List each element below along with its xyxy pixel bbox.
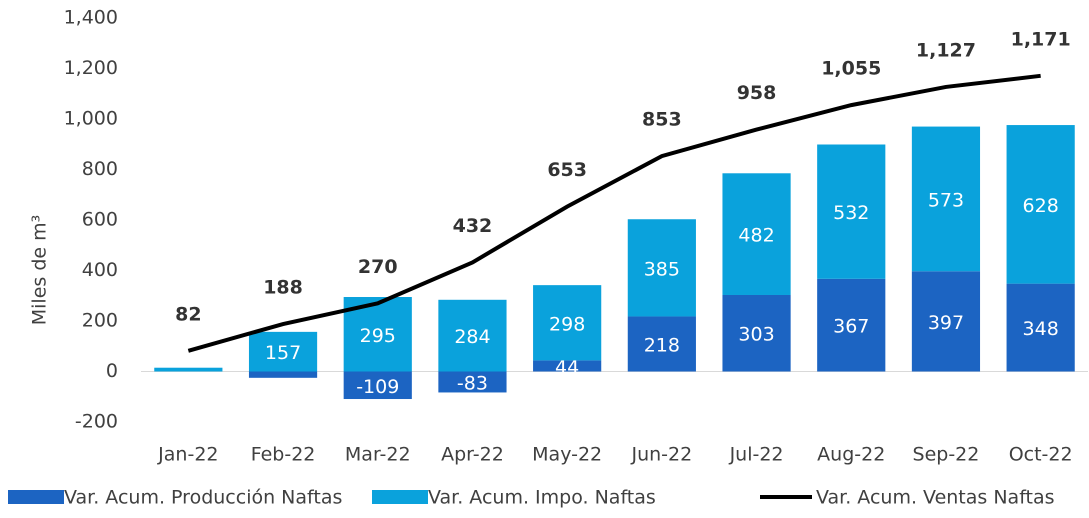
line-label: 958	[737, 82, 777, 104]
line-label: 1,055	[821, 58, 881, 80]
line-label: 432	[453, 215, 493, 237]
line-label: 82	[175, 303, 201, 325]
x-tick-label: Jun-22	[630, 444, 692, 466]
bar-label: 482	[738, 225, 774, 247]
bar	[248, 331, 318, 372]
bar	[911, 126, 981, 272]
bar-label: 573	[928, 189, 964, 211]
bar	[627, 219, 696, 317]
bar-label: 284	[454, 326, 490, 348]
bar-label: 157	[265, 342, 301, 364]
bar-label: 367	[833, 316, 869, 338]
bar-label: 397	[928, 312, 964, 334]
line-label: 1,127	[916, 39, 976, 61]
bar	[343, 371, 412, 400]
bar-label: 628	[1023, 195, 1059, 217]
y-tick-label: 400	[82, 259, 118, 281]
line-label: 270	[358, 256, 398, 278]
x-tick-label: Jul-22	[729, 444, 784, 466]
bar-label: 295	[360, 325, 396, 347]
y-tick-label: 200	[82, 310, 118, 332]
x-tick-label: May-22	[532, 444, 602, 466]
bar-label: 298	[549, 313, 585, 335]
bar	[722, 294, 791, 372]
bar	[911, 271, 981, 372]
bar-label: 218	[644, 334, 680, 356]
x-tick-label: Mar-22	[345, 444, 411, 466]
legend-swatch	[8, 490, 64, 504]
y-tick-label: 800	[82, 158, 118, 180]
bar	[817, 278, 886, 372]
legend-label: Var. Acum. Impo. Naftas	[428, 487, 656, 509]
bar	[154, 367, 223, 372]
line-label: 188	[263, 277, 303, 299]
bar-label: -109	[356, 376, 399, 398]
bar	[722, 173, 791, 295]
bar-label: 303	[738, 324, 774, 346]
x-tick-label: Jan-22	[157, 444, 218, 466]
legend-label: Var. Acum. Ventas Naftas	[816, 487, 1055, 509]
legend-label: Var. Acum. Producción Naftas	[64, 487, 342, 509]
x-tick-label: Oct-22	[1009, 444, 1073, 466]
bar-label: -83	[457, 372, 488, 394]
line	[187, 73, 1041, 353]
line-label: 653	[547, 159, 587, 181]
y-axis-label: Miles de m³	[29, 215, 51, 326]
bar-label: 385	[644, 258, 680, 280]
bar-label: 532	[833, 202, 869, 224]
y-tick-label: 1,200	[64, 57, 118, 79]
bar	[533, 360, 602, 372]
bar	[1006, 125, 1075, 284]
x-tick-label: Aug-22	[817, 444, 885, 466]
x-tick-label: Feb-22	[251, 444, 316, 466]
bar-label: 348	[1023, 318, 1059, 340]
bar	[817, 144, 886, 279]
line-label: 853	[642, 109, 682, 131]
y-tick-label: 0	[106, 360, 118, 382]
bar	[533, 285, 602, 361]
x-tick-label: Sep-22	[913, 444, 980, 466]
x-tick-label: Apr-22	[441, 444, 504, 466]
bar	[438, 371, 507, 393]
y-tick-label: 600	[82, 209, 118, 231]
y-tick-label: 1,000	[64, 108, 118, 130]
bar	[248, 371, 318, 378]
y-tick-label: -200	[75, 411, 118, 433]
line-label: 1,171	[1011, 28, 1071, 50]
y-tick-label: 1,400	[64, 7, 118, 29]
legend-swatch	[372, 490, 428, 504]
bar	[438, 299, 507, 372]
bar	[1006, 283, 1075, 372]
bar-label: 44	[555, 356, 579, 378]
bar	[627, 316, 696, 372]
